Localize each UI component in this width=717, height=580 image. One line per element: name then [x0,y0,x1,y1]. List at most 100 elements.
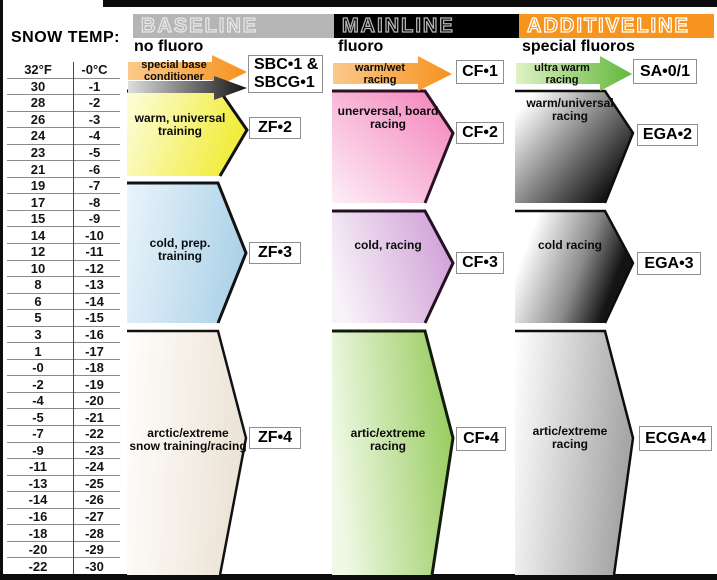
temp-fahrenheit: 17 [30,194,46,210]
wax-code-sbc-line2: SBCG•1 [254,74,315,91]
temp-fahrenheit: -5 [32,409,44,425]
bottom-black-strip [0,574,717,580]
arrow-cf2 [332,91,453,203]
use-label-zf4: arctic/extreme snow training/racing [129,426,247,453]
temp-row: -16 -27 [7,509,120,526]
arrow-sa [516,56,632,91]
temp-row: -0 -18 [7,360,120,377]
temp-row: -9 -23 [7,443,120,460]
temp-fahrenheit: -13 [28,475,48,491]
temp-row: 5 -15 [7,310,120,327]
arrow-zf4 [127,331,246,575]
temp-fahrenheit: 24 [30,128,46,144]
temp-fahrenheit: -20 [28,542,48,558]
temp-fahrenheit: -14 [28,492,48,508]
wax-code-sa: SA•0/1 [633,59,697,84]
use-label-zf2: warm, universal training [134,111,226,138]
temp-row: 23 -5 [7,145,120,162]
temp-celsius: -10 [85,227,104,243]
use-label-cf3: cold, racing [354,238,422,252]
temp-fahrenheit: 15 [30,211,46,227]
temp-fahrenheit: 6 [34,293,42,309]
temp-celsius: -30 [85,558,104,574]
temp-celsius: -25 [85,475,104,491]
temp-celsius: -8 [88,194,101,210]
column-subtitle-mainline: fluoro [338,38,384,55]
wax-code-cf4: CF•4 [456,427,506,451]
temp-celsius: -21 [85,409,104,425]
temp-fahrenheit: 23 [30,145,46,160]
temp-fahrenheit: 14 [30,227,46,243]
temp-fahrenheit: 12 [30,244,46,260]
arrow-cf3-border [332,209,455,324]
temp-celsius: -9 [88,211,101,227]
wax-code-ecga4: ECGA•4 [639,426,712,451]
temp-celsius: -1 [88,78,101,94]
temp-row: -22 -30 [7,558,120,574]
temp-row: -5 -21 [7,409,120,427]
temp-row: 24 -4 [7,128,120,145]
top-black-strip [103,0,717,7]
page-title: SNOW TEMP: [11,29,120,46]
temp-fahrenheit: -4 [32,393,44,409]
column-subtitle-additiveline: special fluoros [522,38,635,55]
temp-celsius: -18 [85,360,104,376]
temp-celsius: -14 [85,293,104,309]
temp-celsius: -24 [85,459,104,475]
temp-row: -14 -26 [7,492,120,509]
temp-fahrenheit: 30 [30,78,46,94]
use-label-cf2: unerversal, board racing [337,104,439,131]
temp-fahrenheit: 19 [30,178,46,194]
use-label-ega2: warm/universal racing [526,96,614,123]
temp-fahrenheit: -16 [28,509,48,525]
temp-fahrenheit: 21 [30,161,46,177]
temp-row: -20 -29 [7,542,120,559]
arrow-ecga4 [515,331,633,575]
temp-row: 15 -9 [7,211,120,228]
temp-celsius: -29 [85,542,104,558]
temp-celsius: -12 [85,260,104,276]
temperature-table: 32°F -0°C 30 -1 28 -2 26 -3 24 -4 23 -5 21 -6 19 -7 17 -8… [7,62,120,574]
use-label-cf1: warm/wet racing [354,62,406,86]
temp-row: 17 -8 [7,194,120,211]
use-label-ega3: cold racing [537,238,602,252]
temp-celsius: -26 [85,492,104,508]
temp-row: 19 -7 [7,178,120,195]
temp-fahrenheit: -2 [32,376,44,392]
column-title-additiveline: ADDITIVELINE [526,15,690,37]
temp-celsius: -5 [88,145,101,160]
temp-row: -7 -22 [7,426,120,443]
temp-fahrenheit: -18 [28,525,48,541]
wax-code-sbc: SBC•1 & SBCG•1 [248,55,323,93]
arrow-ega2 [515,91,633,203]
arrow-ega2-border [515,89,635,204]
temp-celsius: -4 [88,128,101,144]
wax-code-cf2: CF•2 [456,122,504,144]
temp-row: -18 -28 [7,525,120,542]
wax-code-cf1: CF•1 [456,60,504,84]
temp-row: 1 -17 [7,343,120,360]
wax-code-cf3: CF•3 [456,252,504,274]
temp-row: 26 -3 [7,112,120,129]
arrow-ega3-border [515,209,635,324]
temp-celsius: -6 [88,161,101,177]
temperature-table-rows: 32°F -0°C 30 -1 28 -2 26 -3 24 -4 23 -5 21 -6 19 -7 17 -8… [7,62,120,574]
temp-row: 28 -2 [7,95,120,112]
use-label-ecga4: artic/extreme racing [532,424,608,451]
temp-row: 10 -12 [7,261,120,278]
arrow-cf3 [332,211,453,323]
temp-row: -13 -25 [7,476,120,493]
temp-row: 32°F -0°C [7,62,120,79]
arrow-cf4 [332,331,453,575]
temp-celsius: -2 [88,95,101,111]
temp-celsius: -16 [85,327,104,343]
wax-code-ega2: EGA•2 [637,124,698,146]
use-label-sa: ultra warm racing [534,62,590,86]
temp-celsius: -28 [85,525,104,541]
arrow-cf2-border [332,89,455,204]
arrow-cf1 [333,56,452,91]
temp-celsius: -22 [85,426,104,442]
temp-celsius: -19 [85,376,104,392]
arrow-zf3 [127,183,246,323]
use-label-zf3: cold, prep. training [149,236,211,263]
